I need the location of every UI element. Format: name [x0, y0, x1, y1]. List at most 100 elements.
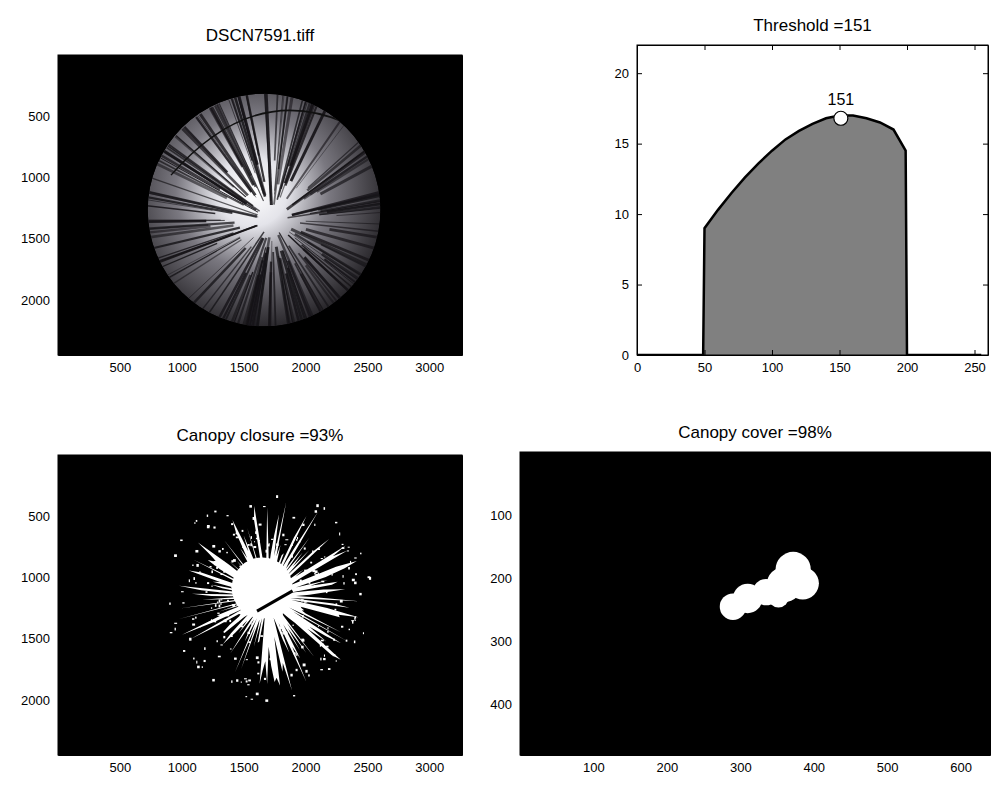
mask-speck — [214, 511, 216, 513]
y-axis-right-tick-mark — [983, 73, 988, 74]
mask-speck — [292, 625, 293, 626]
x-axis-top-tick-mark — [244, 55, 245, 60]
plot-background — [520, 452, 990, 755]
photo-trunk — [228, 272, 253, 340]
mask-speck — [170, 632, 173, 633]
y-axis-tick-label: 2000 — [21, 293, 50, 308]
mask-speck — [251, 623, 252, 625]
mask-speck — [326, 590, 328, 593]
x-axis-tick: 500 — [877, 750, 899, 775]
y-axis-tick-mark — [637, 285, 642, 286]
mask-speck — [193, 658, 194, 660]
mask-speck — [248, 563, 250, 564]
mask-speck — [249, 564, 251, 567]
mask-speck — [213, 526, 215, 528]
x-axis-tick-label: 1500 — [230, 760, 259, 775]
mask-blob — [768, 587, 789, 608]
mask-speck — [169, 603, 170, 605]
mask-speck — [342, 544, 344, 545]
y-axis-tick-mark — [520, 578, 525, 579]
y-axis-tick-label: 15 — [615, 136, 629, 151]
x-axis-tick-label: 1000 — [168, 360, 197, 375]
x-axis-tick-mark — [182, 350, 183, 355]
mask-speck — [214, 620, 216, 622]
mask-speck — [265, 699, 268, 701]
mask-speck — [245, 696, 247, 697]
mask-speck — [247, 632, 249, 634]
x-axis: 100200300400500600 — [521, 750, 991, 775]
mask-speck — [268, 543, 270, 544]
mask-speck — [219, 591, 222, 592]
annotation-label: 151 — [827, 91, 854, 108]
mask-speck — [302, 639, 305, 641]
x-axis-tick: 600 — [950, 750, 972, 775]
mask-speck — [223, 571, 225, 573]
y-axis: 500100015002000 — [21, 456, 63, 756]
mask-speck — [342, 575, 343, 578]
x-axis-tick-mark — [367, 750, 368, 755]
mask-speck — [234, 593, 235, 596]
x-axis-top-tick-mark — [961, 452, 962, 457]
x-axis-top-tick-mark — [182, 455, 183, 460]
x-axis-top-tick — [120, 55, 121, 60]
y-axis-tick: 10 — [615, 207, 642, 222]
x-axis-tick-mark — [840, 350, 841, 355]
x-axis-tick-label: 600 — [950, 760, 972, 775]
x-axis-tick: 50 — [698, 350, 712, 375]
mask-speck — [274, 563, 276, 565]
x-axis-tick-mark — [120, 750, 121, 755]
mask-speck — [244, 574, 246, 577]
mask-speck — [182, 602, 184, 603]
mask-speck — [315, 574, 318, 577]
x-axis-tick: 1000 — [168, 750, 197, 775]
x-axis-tick-mark — [593, 750, 594, 755]
mask-speck — [231, 523, 233, 525]
mask-speck — [223, 636, 225, 638]
photo-trunk — [268, 275, 270, 348]
x-axis-top-tick — [367, 55, 368, 60]
x-axis-tick-label: 250 — [964, 360, 986, 375]
mask-speck — [293, 617, 294, 620]
mask-speck — [354, 557, 356, 558]
x-axis-top-tick-mark — [593, 452, 594, 457]
mask-speck — [363, 632, 364, 634]
y-axis-right-tick — [983, 285, 988, 286]
photo-trunk — [160, 158, 258, 212]
mask-speck — [321, 644, 324, 646]
photo-trunk — [144, 220, 225, 222]
y-axis-tick-label: 1500 — [21, 231, 50, 246]
mask-speck — [217, 613, 219, 614]
mask-speck — [215, 604, 217, 607]
photo-trunk — [288, 268, 312, 342]
mask-speck — [192, 565, 194, 566]
y-axis-tick-label: 500 — [28, 109, 50, 124]
mask-speck — [236, 537, 239, 539]
y-axis-tick-label: 20 — [615, 66, 629, 81]
mask-speck — [297, 537, 298, 539]
mask-gap — [257, 591, 293, 611]
photo-trunk — [254, 264, 266, 347]
mask-speck — [328, 668, 331, 670]
x-axis-tick-mark — [961, 750, 962, 755]
mask-speck — [211, 570, 213, 573]
photo-trunk — [278, 235, 321, 338]
photo-arc — [171, 110, 346, 175]
x-axis-tick: 1500 — [230, 750, 259, 775]
mask-speck — [318, 625, 319, 626]
x-axis-top-tick-mark — [367, 55, 368, 60]
x-axis-tick-label: 1000 — [168, 760, 197, 775]
x-axis: 50010001500200025003000 — [59, 750, 463, 775]
mask-speck — [174, 623, 177, 624]
mask-speck — [195, 550, 198, 553]
y-axis-right-tick — [457, 178, 462, 179]
x-axis-tick: 500 — [110, 350, 132, 375]
mask-speck — [212, 545, 215, 548]
y-axis-tick: 1500 — [21, 631, 63, 646]
y-axis-tick-mark — [58, 578, 63, 579]
photo-trunk — [176, 135, 246, 196]
y-axis-tick-label: 100 — [490, 508, 512, 523]
mask-speck — [195, 617, 196, 619]
mask-speck — [302, 582, 304, 584]
mask-speck — [312, 550, 313, 553]
plot-frame — [58, 455, 462, 755]
